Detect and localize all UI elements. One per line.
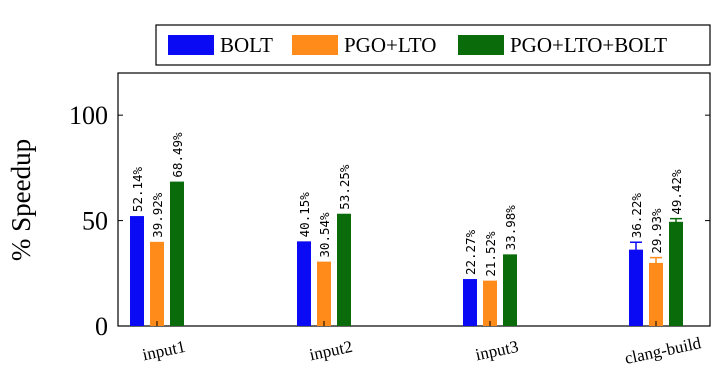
x-tick-label: input3 <box>474 337 520 365</box>
bar-pgo-lto-input1 <box>150 241 164 326</box>
bar-bolt-input1 <box>130 216 144 326</box>
legend-swatch-pgo-lto <box>292 35 338 55</box>
bars <box>130 181 683 326</box>
legend-label: BOLT <box>220 33 273 57</box>
y-tick-label: 100 <box>69 101 108 130</box>
bar-pgo-lto-bolt-input1 <box>170 181 184 326</box>
bar-pgo-lto-input3 <box>483 280 497 326</box>
bar-bolt-input2 <box>297 241 311 326</box>
plot-frame <box>117 72 711 327</box>
legend: BOLT PGO+LTO PGO+LTO+BOLT <box>168 33 667 57</box>
data-label: 52.14% <box>130 166 145 212</box>
data-label: 21.52% <box>483 231 498 277</box>
y-axis-label: % Speedup <box>6 139 36 261</box>
x-tick-label: input2 <box>308 337 354 365</box>
bar-pgo-lto-clang-build <box>649 262 663 326</box>
data-label: 29.93% <box>649 208 664 254</box>
data-label: 33.98% <box>503 205 518 251</box>
data-label: 53.25% <box>337 164 352 210</box>
bar-bolt-input3 <box>463 279 477 326</box>
x-tick-label: input1 <box>141 337 187 365</box>
data-label: 68.49% <box>170 132 185 178</box>
x-tick-label: clang-build <box>623 333 703 368</box>
data-label: 40.15% <box>297 192 312 238</box>
legend-swatch-pgo-lto-bolt <box>458 35 504 55</box>
data-label: 36.22% <box>629 193 644 239</box>
y-axis-ticks: 0 50 100 <box>69 101 710 341</box>
bar-pgo-lto-bolt-input2 <box>337 213 351 326</box>
data-label: 39.92% <box>150 192 165 238</box>
bar-pgo-lto-bolt-clang-build <box>669 221 683 326</box>
x-axis-ticks: input1 input2 input3 clang-build <box>141 321 703 368</box>
data-label: 49.42% <box>669 169 684 215</box>
error-bars <box>630 217 682 269</box>
data-label: 22.27% <box>463 229 478 275</box>
data-label: 30.54% <box>317 212 332 258</box>
legend-label: PGO+LTO <box>344 33 436 57</box>
legend-swatch-bolt <box>168 35 214 55</box>
legend-label: PGO+LTO+BOLT <box>510 33 667 57</box>
data-labels: 52.14% 39.92% 68.49% 40.15% 30.54% 53.25% 22.2… <box>130 132 684 277</box>
y-tick-label: 0 <box>95 312 108 341</box>
bar-pgo-lto-input2 <box>317 261 331 326</box>
y-tick-label: 50 <box>82 207 108 236</box>
legend-box <box>155 24 711 66</box>
bar-pgo-lto-bolt-input3 <box>503 254 517 326</box>
bar-bolt-clang-build <box>629 249 643 326</box>
